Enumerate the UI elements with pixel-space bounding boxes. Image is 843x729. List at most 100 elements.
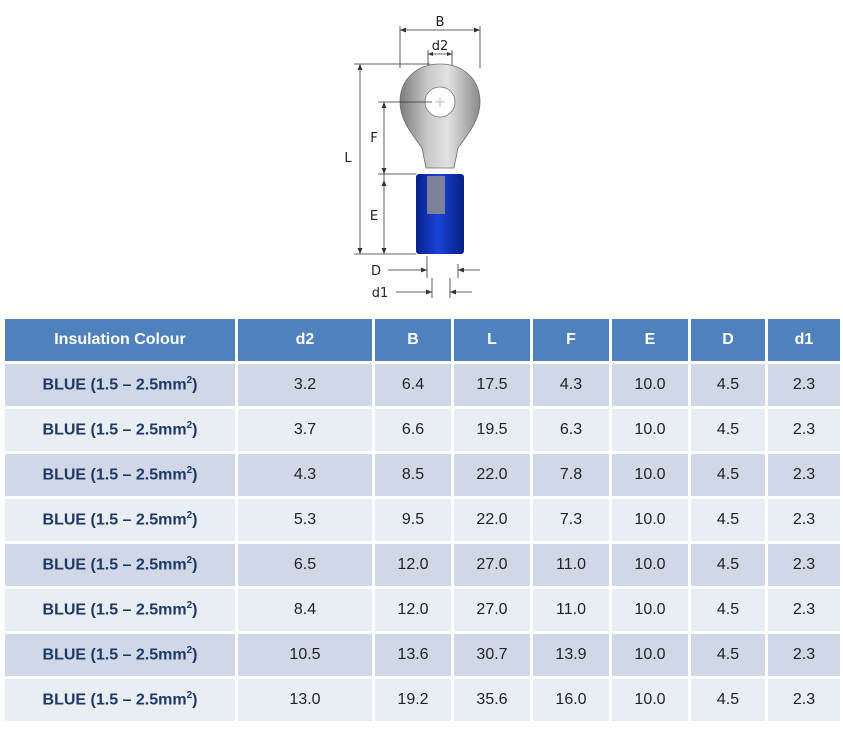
cell-insulation-colour: BLUE (1.5 – 2.5mm2): [5, 409, 235, 451]
cell-l: 35.6: [454, 679, 530, 721]
colour-text: BLUE (1.5 – 2.5mm: [42, 466, 187, 484]
colour-superscript: 2: [186, 465, 193, 477]
cell-d: 4.5: [691, 499, 765, 541]
cell-b: 6.6: [375, 409, 451, 451]
cell-insulation-colour: BLUE (1.5 – 2.5mm2): [5, 364, 235, 406]
table-row: BLUE (1.5 – 2.5mm2) 5.3 9.5 22.0 7.3 10.0 4.5 2…: [5, 499, 840, 541]
cell-l: 19.5: [454, 409, 530, 451]
colour-text: BLUE (1.5 – 2.5mm: [42, 376, 187, 394]
cell-l: 27.0: [454, 589, 530, 631]
dimension-d: D: [371, 256, 480, 279]
cell-d1: 2.3: [768, 544, 840, 586]
table-row: BLUE (1.5 – 2.5mm2) 3.2 6.4 17.5 4.3 10.0 4.5 2…: [5, 364, 840, 406]
colour-text: BLUE (1.5 – 2.5mm: [42, 556, 187, 574]
cell-d: 4.5: [691, 454, 765, 496]
colour-text: BLUE (1.5 – 2.5mm: [42, 601, 187, 619]
label-l: L: [344, 151, 352, 166]
cell-b: 9.5: [375, 499, 451, 541]
colour-superscript: 2: [186, 690, 193, 702]
table-header-row: Insulation Colour d2 B L F E D d1: [5, 319, 840, 361]
colour-text: BLUE (1.5 – 2.5mm: [42, 511, 187, 529]
cell-f: 11.0: [533, 589, 609, 631]
table-row: BLUE (1.5 – 2.5mm2) 13.0 19.2 35.6 16.0 10.0 4…: [5, 679, 840, 721]
cell-e: 10.0: [612, 364, 688, 406]
cell-insulation-colour: BLUE (1.5 – 2.5mm2): [5, 589, 235, 631]
colour-superscript: 2: [186, 645, 193, 657]
cell-f: 7.8: [533, 454, 609, 496]
colour-close: ): [192, 376, 198, 394]
dimension-d1: d1: [372, 278, 472, 301]
cell-f: 13.9: [533, 634, 609, 676]
dimension-e: E: [370, 174, 387, 254]
col-header-d2: d2: [238, 319, 372, 361]
ring-terminal-diagram: B d2 L: [340, 8, 510, 308]
cell-b: 12.0: [375, 544, 451, 586]
col-header-d1: d1: [768, 319, 840, 361]
cell-insulation-colour: BLUE (1.5 – 2.5mm2): [5, 544, 235, 586]
dimension-l: L: [344, 63, 430, 255]
cell-l: 22.0: [454, 499, 530, 541]
table-row: BLUE (1.5 – 2.5mm2) 4.3 8.5 22.0 7.8 10.0 4.5 2…: [5, 454, 840, 496]
cell-insulation-colour: BLUE (1.5 – 2.5mm2): [5, 499, 235, 541]
label-f: F: [370, 131, 377, 146]
colour-text: BLUE (1.5 – 2.5mm: [42, 646, 187, 664]
colour-close: ): [192, 691, 198, 709]
cell-d: 4.5: [691, 544, 765, 586]
cell-insulation-colour: BLUE (1.5 – 2.5mm2): [5, 454, 235, 496]
cell-e: 10.0: [612, 634, 688, 676]
cell-b: 19.2: [375, 679, 451, 721]
cell-l: 27.0: [454, 544, 530, 586]
cell-d2: 4.3: [238, 454, 372, 496]
table-row: BLUE (1.5 – 2.5mm2) 3.7 6.6 19.5 6.3 10.0 4.5 2…: [5, 409, 840, 451]
colour-close: ): [192, 646, 198, 664]
cell-d1: 2.3: [768, 454, 840, 496]
cell-l: 30.7: [454, 634, 530, 676]
cell-d1: 2.3: [768, 364, 840, 406]
cell-d2: 13.0: [238, 679, 372, 721]
table-row: BLUE (1.5 – 2.5mm2) 6.5 12.0 27.0 11.0 10.0 4.…: [5, 544, 840, 586]
cell-b: 6.4: [375, 364, 451, 406]
cell-d: 4.5: [691, 409, 765, 451]
col-header-f: F: [533, 319, 609, 361]
colour-superscript: 2: [186, 375, 193, 387]
cell-f: 7.3: [533, 499, 609, 541]
cell-d2: 3.7: [238, 409, 372, 451]
colour-close: ): [192, 601, 198, 619]
cell-d2: 6.5: [238, 544, 372, 586]
cell-d: 4.5: [691, 364, 765, 406]
colour-close: ): [192, 421, 198, 439]
cell-d2: 3.2: [238, 364, 372, 406]
cell-d: 4.5: [691, 679, 765, 721]
label-e: E: [370, 209, 378, 224]
cell-d1: 2.3: [768, 589, 840, 631]
label-d1: d1: [372, 286, 389, 301]
label-d: D: [371, 264, 381, 279]
ring-terminal-drawing: B d2 L: [344, 15, 481, 301]
cell-d2: 10.5: [238, 634, 372, 676]
colour-superscript: 2: [186, 420, 193, 432]
cell-e: 10.0: [612, 454, 688, 496]
colour-close: ): [192, 556, 198, 574]
cell-e: 10.0: [612, 544, 688, 586]
label-b: B: [436, 15, 445, 30]
col-header-d: D: [691, 319, 765, 361]
cell-d2: 8.4: [238, 589, 372, 631]
colour-superscript: 2: [186, 555, 193, 567]
label-d2: d2: [432, 39, 449, 54]
colour-close: ): [192, 511, 198, 529]
dimension-f: F: [370, 101, 432, 175]
cell-insulation-colour: BLUE (1.5 – 2.5mm2): [5, 679, 235, 721]
cell-d2: 5.3: [238, 499, 372, 541]
col-header-b: B: [375, 319, 451, 361]
colour-close: ): [192, 466, 198, 484]
cell-d1: 2.3: [768, 409, 840, 451]
cell-f: 6.3: [533, 409, 609, 451]
colour-superscript: 2: [186, 600, 193, 612]
cell-d1: 2.3: [768, 499, 840, 541]
colour-superscript: 2: [186, 510, 193, 522]
cell-e: 10.0: [612, 409, 688, 451]
cell-f: 4.3: [533, 364, 609, 406]
col-header-l: L: [454, 319, 530, 361]
colour-text: BLUE (1.5 – 2.5mm: [42, 421, 187, 439]
colour-text: BLUE (1.5 – 2.5mm: [42, 691, 187, 709]
